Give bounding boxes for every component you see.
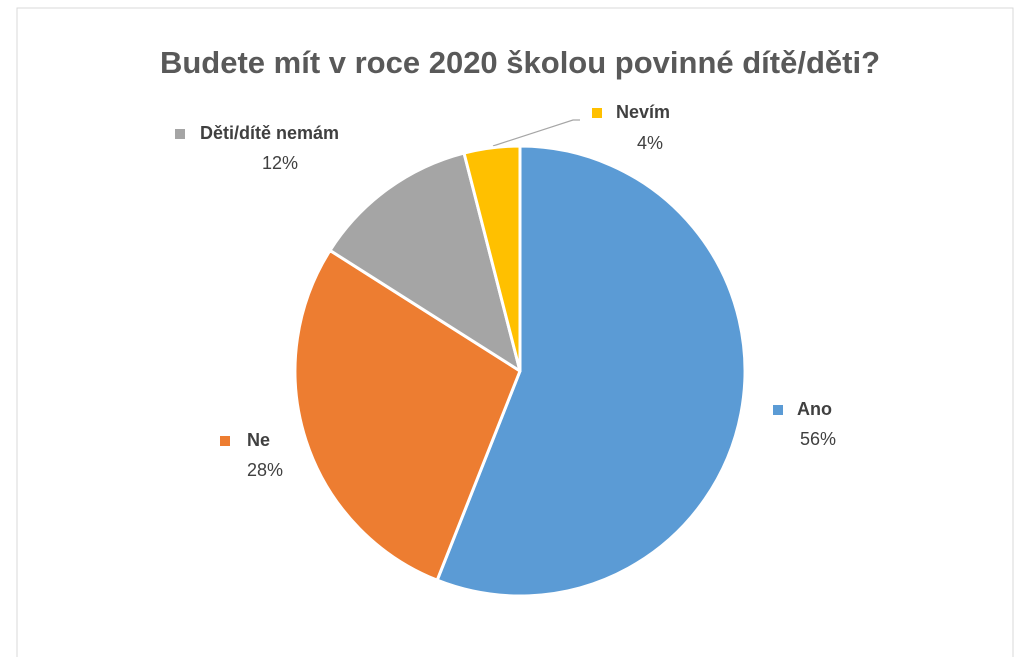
pie-slice [462,144,522,373]
pie-slice [328,151,522,373]
leader-line [492,119,580,147]
legend-marker [592,108,602,118]
pie-slice [435,144,747,598]
chart-frame [16,7,1014,657]
legend-marker [175,129,185,139]
category-label: Ne [247,430,270,450]
category-label: Ano [797,399,832,419]
legend-marker [773,405,783,415]
value-label: 56% [800,429,836,449]
chart-title: Budete mít v roce 2020 školou povinné dí… [160,45,880,80]
category-label: Nevím [616,102,670,122]
value-label: 4% [637,133,663,153]
value-label: 12% [262,153,298,173]
pie-slice [293,248,522,582]
category-label: Děti/dítě nemám [200,123,339,143]
value-label: 28% [247,460,283,480]
legend-marker [220,436,230,446]
